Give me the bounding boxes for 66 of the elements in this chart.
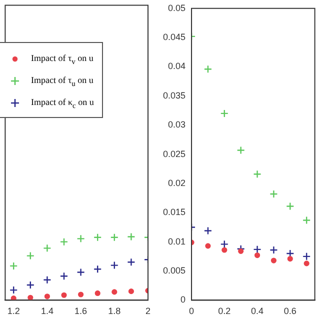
point	[112, 289, 118, 295]
point	[60, 238, 68, 246]
point	[220, 109, 228, 118]
point	[43, 244, 52, 252]
x-tick-label: 1.8	[108, 306, 121, 316]
legend-label: Impact of κ$_{c}$ on u	[31, 97, 94, 110]
point	[253, 170, 262, 178]
point	[222, 247, 228, 253]
point	[61, 292, 67, 298]
y-tick-label: 0.045	[162, 32, 186, 42]
point	[26, 252, 34, 260]
legend-label: Impact of τ$_{u}$ on u	[31, 75, 94, 88]
point	[110, 233, 118, 242]
point	[270, 258, 277, 264]
y-tick-label: 0.015	[162, 207, 186, 218]
point	[286, 202, 294, 210]
point	[110, 261, 118, 270]
x-tick-label: 0.6	[284, 306, 296, 316]
x-tick-label: 0	[189, 306, 194, 316]
x-tick-label: 1.6	[74, 306, 88, 316]
point	[76, 234, 85, 243]
x-tick-label: 1.2	[7, 306, 20, 316]
point	[127, 258, 136, 266]
point	[28, 294, 34, 300]
y-tick-label: 0.005	[162, 266, 186, 276]
point	[128, 288, 134, 294]
point	[94, 265, 102, 274]
y-tick-label: 0.01	[168, 236, 186, 246]
point	[76, 268, 85, 276]
y-tick-label: 0	[180, 294, 186, 305]
y-tick-label: 0.04	[168, 61, 186, 72]
point	[302, 252, 311, 261]
point	[44, 294, 50, 300]
y-tick-label: 0.02	[168, 178, 186, 188]
point	[26, 280, 34, 290]
point	[60, 272, 68, 280]
legend-label: Impact of τ$_{v}$ on u	[31, 53, 94, 66]
point	[304, 260, 310, 266]
point	[94, 290, 100, 296]
point	[127, 232, 136, 241]
point	[10, 262, 18, 270]
x-tick-label: 1.4	[40, 306, 54, 316]
y-tick-label: 0.035	[162, 90, 186, 100]
x-tick-label: 2	[145, 306, 151, 316]
point	[238, 248, 244, 254]
point	[10, 295, 16, 300]
point	[204, 64, 212, 74]
point	[254, 252, 260, 258]
y-tick-label: 0.025	[162, 148, 186, 159]
point	[287, 256, 293, 262]
y-tick-label: 0.03	[168, 120, 186, 130]
point	[236, 146, 245, 154]
point	[302, 216, 311, 224]
point	[220, 240, 228, 248]
point	[94, 233, 102, 242]
point	[78, 292, 84, 298]
point	[10, 286, 18, 294]
y-tick-label: 0.05	[168, 2, 186, 13]
x-tick-label: 0.4	[251, 306, 264, 316]
point	[270, 190, 278, 198]
point	[205, 243, 211, 249]
point	[270, 246, 278, 254]
point	[204, 226, 212, 235]
point	[43, 276, 52, 284]
x-tick-label: 0.2	[218, 306, 231, 316]
point	[253, 245, 262, 254]
